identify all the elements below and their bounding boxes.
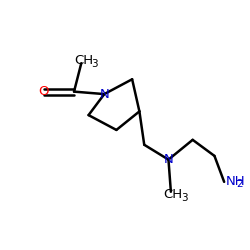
Text: 3: 3 (91, 60, 98, 70)
Text: NH: NH (225, 175, 245, 188)
Text: N: N (164, 153, 173, 166)
Text: CH: CH (164, 188, 183, 201)
Text: N: N (100, 88, 109, 101)
Text: CH: CH (74, 54, 93, 67)
Text: 2: 2 (236, 178, 243, 188)
Text: O: O (38, 85, 49, 98)
Text: 3: 3 (181, 193, 188, 203)
